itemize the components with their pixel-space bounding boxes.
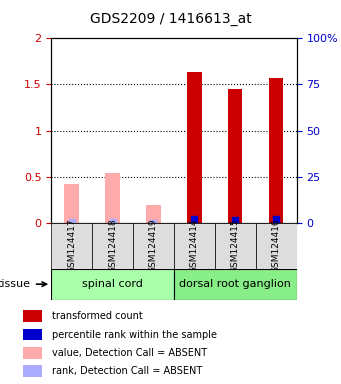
Bar (64, 184, 79, 223)
FancyBboxPatch shape (51, 269, 174, 300)
Text: GSM124416: GSM124416 (272, 218, 281, 273)
Text: GSM124414: GSM124414 (190, 218, 199, 273)
Text: GSM124415: GSM124415 (231, 218, 240, 273)
Bar (187, 73, 202, 223)
Text: GDS2209 / 1416613_at: GDS2209 / 1416613_at (90, 12, 251, 25)
Point (110, 219, 115, 225)
Text: transformed count: transformed count (51, 311, 142, 321)
Text: value, Detection Call = ABSENT: value, Detection Call = ABSENT (51, 348, 207, 358)
Point (233, 217, 238, 223)
Text: GSM124419: GSM124419 (149, 218, 158, 273)
Bar (23, 311, 42, 322)
FancyBboxPatch shape (174, 269, 297, 300)
Text: percentile rank within the sample: percentile rank within the sample (51, 329, 217, 339)
Bar (23, 329, 42, 340)
Bar (23, 347, 42, 359)
Text: spinal cord: spinal cord (82, 279, 143, 289)
Text: GSM124418: GSM124418 (108, 218, 117, 273)
Point (192, 216, 197, 222)
Point (273, 216, 279, 222)
FancyBboxPatch shape (133, 223, 174, 269)
Text: rank, Detection Call = ABSENT: rank, Detection Call = ABSENT (51, 366, 202, 376)
Bar (105, 173, 120, 223)
Point (151, 220, 156, 226)
Text: tissue: tissue (0, 279, 46, 289)
Bar (23, 365, 42, 377)
FancyBboxPatch shape (51, 223, 92, 269)
FancyBboxPatch shape (174, 223, 215, 269)
Point (69, 219, 74, 225)
FancyBboxPatch shape (215, 223, 256, 269)
FancyBboxPatch shape (92, 223, 133, 269)
FancyBboxPatch shape (256, 223, 297, 269)
Text: dorsal root ganglion: dorsal root ganglion (179, 279, 291, 289)
Bar (269, 78, 283, 223)
Text: GSM124417: GSM124417 (67, 218, 76, 273)
Bar (228, 89, 242, 223)
Bar (146, 205, 161, 223)
